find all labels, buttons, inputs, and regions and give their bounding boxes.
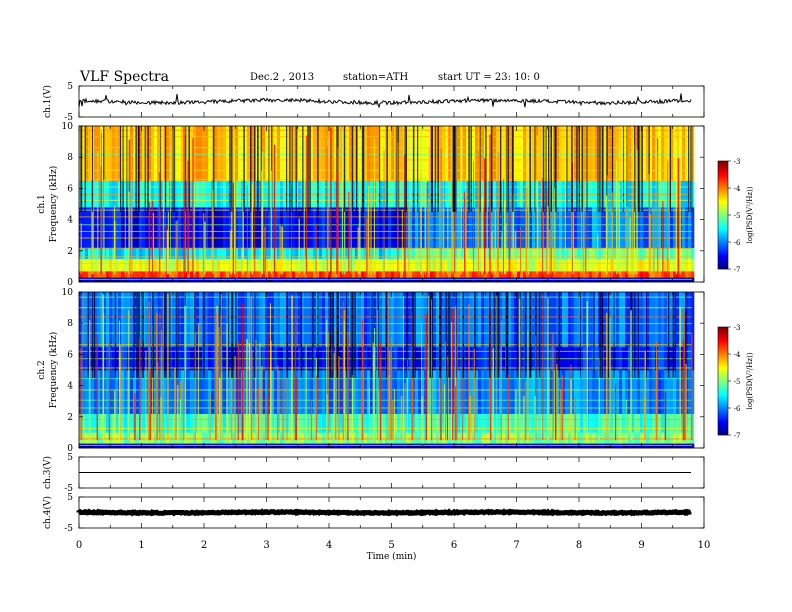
y-tick-label: 8 [67, 153, 73, 163]
colorbar-tick-label: -6 [734, 405, 741, 413]
y-tick-label: 6 [67, 184, 73, 194]
waveform-trace-ch.1(V) [78, 93, 692, 109]
y-axis-label: ch.1 [37, 194, 47, 213]
y-tick-label: 0 [67, 444, 73, 454]
header-station: station=ATH [343, 72, 409, 83]
spectrogram-2 [79, 292, 695, 449]
header-start-time: start UT = 23: 10: 0 [438, 72, 540, 83]
colorbar-1 [718, 161, 728, 270]
y-tick-label: 2 [67, 413, 73, 423]
y-axis-label: ch.2 [37, 360, 47, 379]
y-tick-label: -5 [64, 113, 73, 123]
y-tick-label: 10 [62, 288, 74, 298]
y-tick-label: 5 [67, 453, 73, 463]
y-tick-label: 0 [67, 278, 73, 288]
colorbar-tick-label: -7 [734, 432, 741, 440]
x-tick-label: 5 [388, 540, 394, 551]
y-tick-label: 10 [62, 122, 74, 132]
x-tick-label: 7 [513, 540, 519, 551]
colorbar-label: log(PSD(V²/Hz)) [746, 186, 754, 243]
x-tick-label: 0 [76, 540, 82, 551]
colorbar-tick-label: -4 [734, 185, 741, 193]
y-tick-label: 4 [67, 216, 73, 226]
x-tick-label: 2 [201, 540, 207, 551]
colorbar-tick-label: -5 [734, 212, 741, 220]
y-tick-label: 6 [67, 350, 73, 360]
waveform-trace-ch.4(V) [76, 508, 692, 517]
colorbar-tick-label: -7 [734, 266, 741, 274]
x-tick-label: 8 [576, 540, 582, 551]
header-date: Dec.2 , 2013 [250, 72, 315, 83]
x-tick-label: 4 [326, 540, 332, 551]
y-tick-label: 2 [67, 247, 73, 257]
colorbar-tick-label: -4 [734, 351, 741, 359]
spectrogram-1 [79, 126, 695, 283]
x-axis-label: Time (min) [367, 551, 417, 562]
colorbar-tick-label: -3 [734, 324, 741, 332]
y-tick-label: 5 [67, 82, 73, 92]
colorbar-label: log(PSD(V²/Hz)) [746, 352, 754, 409]
colorbar-tick-label: -3 [734, 158, 741, 166]
x-tick-label: 9 [638, 540, 644, 551]
y-tick-label: 4 [67, 382, 73, 392]
y-axis-label: Frequency (kHz) [48, 332, 59, 409]
y-tick-label: 5 [67, 493, 73, 503]
y-tick-label: -5 [64, 484, 73, 494]
colorbar-2 [718, 327, 728, 436]
x-tick-label: 3 [263, 540, 269, 551]
y-axis-label: ch.3(V) [42, 456, 53, 489]
y-axis-label: ch.4(V) [42, 496, 53, 529]
colorbar-tick-label: -6 [734, 239, 741, 247]
header-title: VLF Spectra [80, 69, 169, 85]
colorbar-tick-label: -5 [734, 378, 741, 386]
x-tick-label: 1 [138, 540, 144, 551]
y-axis-label: ch.1(V) [42, 85, 53, 118]
x-tick-label: 10 [698, 540, 711, 551]
y-tick-label: 8 [67, 319, 73, 329]
y-tick-label: -5 [64, 524, 73, 534]
y-axis-label: Frequency (kHz) [48, 166, 59, 243]
x-tick-label: 6 [451, 540, 457, 551]
